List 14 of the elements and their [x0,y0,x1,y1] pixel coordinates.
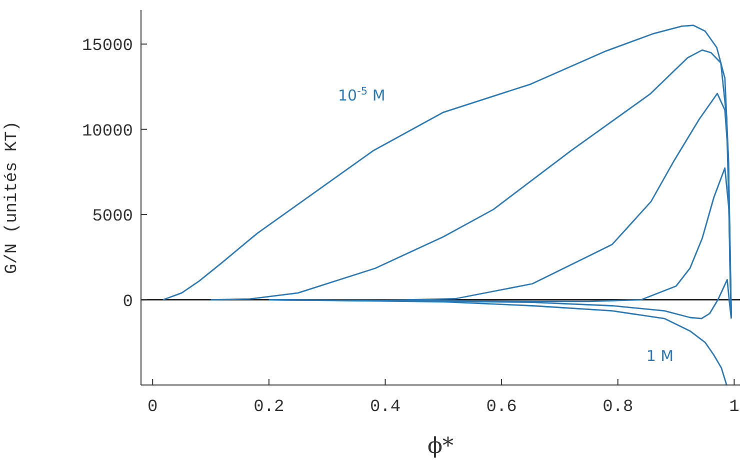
text: 10$^{-5}$ M [338,85,386,104]
x-axis-title: ϕ* [428,434,454,459]
y-tick-label: 5000 [92,208,133,227]
x-tick-label: 0.6 [486,398,517,418]
y-tick-label: 10000 [82,122,133,142]
y-tick-label: 0 [122,292,133,312]
y-tick-label: 15000 [82,37,133,56]
x-tick-label: 0.8 [602,398,634,418]
x-tick-label: 0.2 [254,398,284,418]
x-tick-label: 0.4 [370,398,401,418]
x-tick-label: 1 [729,398,740,418]
series-label: 1 M [646,346,674,365]
y-axis-title: G/N (unités KT) [3,120,22,274]
x-tick-label: 0 [148,398,158,418]
